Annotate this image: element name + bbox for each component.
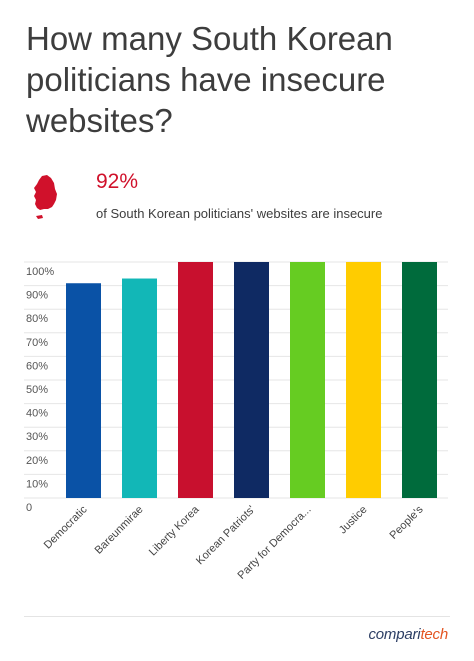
y-tick-label: 50% [26,384,48,396]
headline-stat: 92% of South Korean politicians' website… [24,168,444,228]
stat-description: of South Korean politicians' websites ar… [96,206,383,221]
bar [178,262,213,498]
x-tick-label: Justice [337,504,370,537]
south-korea-map-icon [34,175,57,219]
comparitech-logo: comparitech [368,626,448,643]
y-tick-label: 90% [26,290,48,302]
x-tick-label: Democratic [42,503,90,551]
y-tick-label: 70% [26,337,48,349]
y-tick-label: 20% [26,455,48,467]
x-tick-label: Liberty Korea [147,503,202,558]
footer-divider [24,616,450,617]
bar [122,278,157,498]
x-tick-label: People's [388,503,426,541]
brand-name-main: compari [368,626,421,643]
bar [402,262,437,498]
y-tick-label: 0 [26,502,32,514]
y-tick-label: 40% [26,408,48,420]
bar [66,283,101,498]
x-tick-label: Bareunmirae [93,504,146,557]
stat-value: 92% [96,170,139,193]
chart-title: How many South Korean politicians have i… [26,20,393,139]
y-tick-label: 60% [26,360,48,372]
brand-name-accent: tech [420,626,448,643]
y-tick-label: 10% [26,478,48,490]
bar [290,262,325,498]
y-tick-label: 100% [26,266,54,278]
y-tick-label: 80% [26,313,48,325]
bar [346,262,381,498]
x-tick-label: Korean Patriots' [194,504,258,568]
bar-chart: 0 10% 20% 30% 40% 50% 60% 70% 80% 90% 100% Democrat… [24,261,448,582]
y-tick-label: 30% [26,431,48,443]
bar [234,262,269,498]
